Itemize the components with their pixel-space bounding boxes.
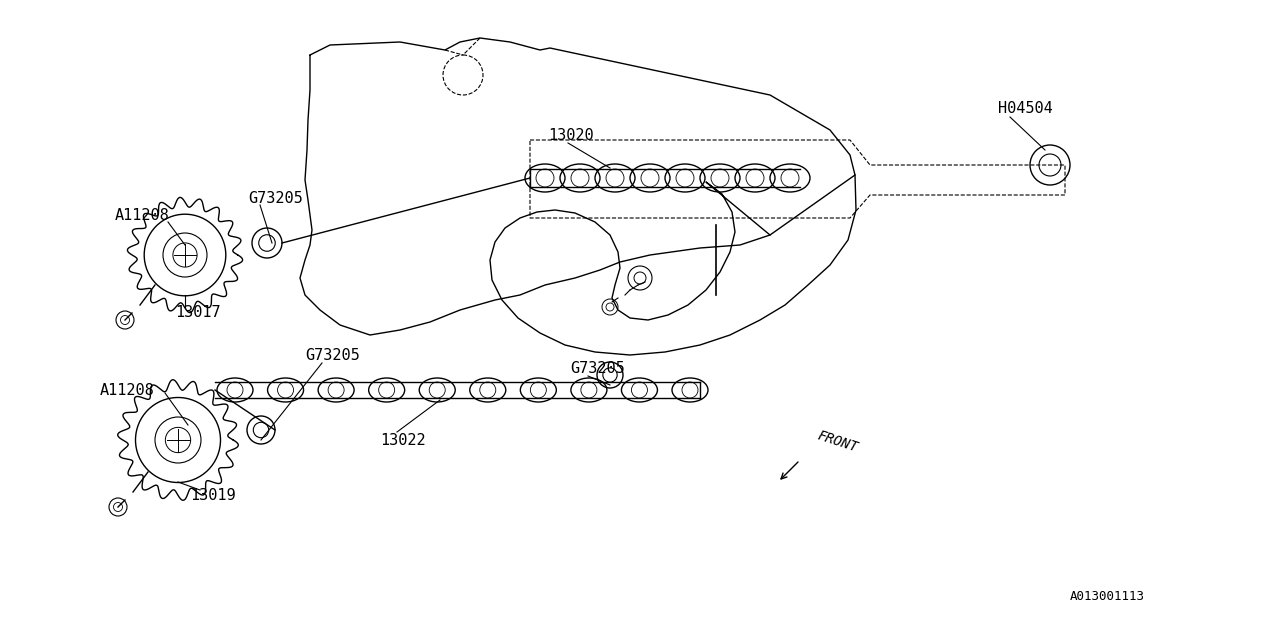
Text: G73205: G73205 — [305, 348, 360, 362]
Text: H04504: H04504 — [998, 100, 1052, 115]
Text: G73205: G73205 — [248, 191, 303, 205]
Text: 13020: 13020 — [548, 127, 594, 143]
Text: FRONT: FRONT — [815, 429, 859, 455]
Text: A11208: A11208 — [100, 383, 155, 397]
Text: 13017: 13017 — [175, 305, 220, 319]
Text: G73205: G73205 — [570, 360, 625, 376]
Text: 13022: 13022 — [380, 433, 426, 447]
Text: 13019: 13019 — [189, 488, 236, 502]
Text: A11208: A11208 — [115, 207, 170, 223]
Text: A013001113: A013001113 — [1070, 590, 1146, 603]
